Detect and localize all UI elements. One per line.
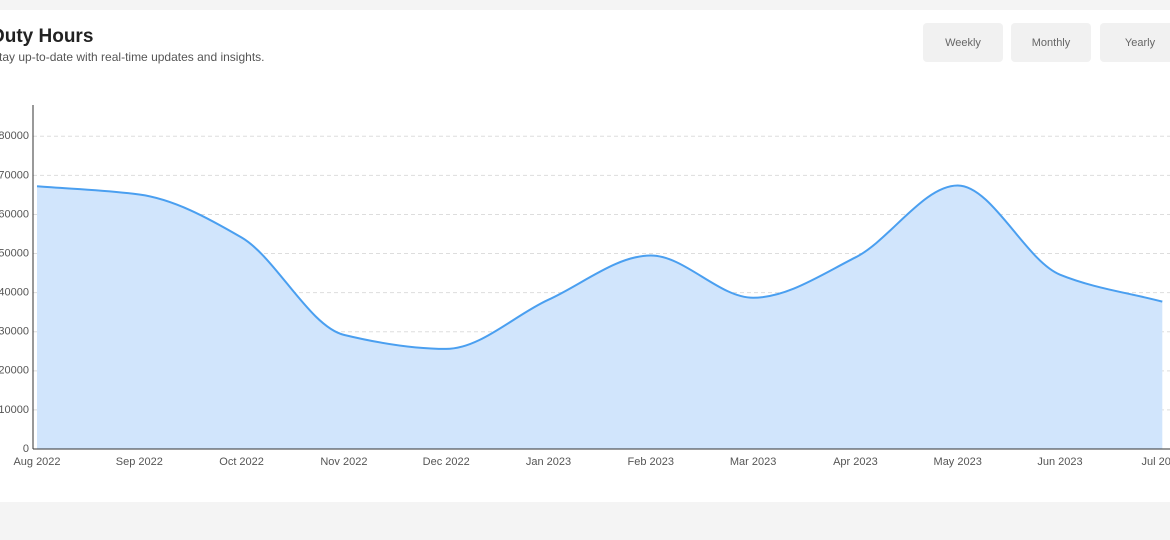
- x-tick-label: Jul 2023: [1142, 456, 1170, 468]
- area-line: [36, 184, 1163, 350]
- x-tick-label: Jan 2023: [526, 456, 571, 468]
- x-tick-label: Feb 2023: [628, 456, 674, 468]
- y-tick-label: 20000: [0, 365, 29, 377]
- chart-subtitle: Stay up-to-date with real-time updates a…: [0, 50, 264, 64]
- area-fill: [37, 185, 1163, 449]
- yearly-button[interactable]: Yearly: [1100, 23, 1170, 62]
- y-tick-label: 10000: [0, 404, 29, 416]
- y-tick-label: 70000: [0, 169, 29, 181]
- chart-title: Duty Hours: [0, 26, 93, 47]
- x-tick-label: Sep 2022: [116, 456, 163, 468]
- y-tick-label: 30000: [0, 326, 29, 338]
- x-tick-label: Nov 2022: [320, 456, 367, 468]
- x-tick-label: Oct 2022: [219, 456, 264, 468]
- monthly-button[interactable]: Monthly: [1011, 23, 1091, 62]
- x-tick-label: Aug 2022: [13, 456, 60, 468]
- y-tick-label: 0: [23, 443, 29, 455]
- y-tick-label: 50000: [0, 247, 29, 259]
- x-tick-label: Dec 2022: [423, 456, 470, 468]
- y-tick-label: 80000: [0, 130, 29, 142]
- x-tick-label: May 2023: [934, 456, 982, 468]
- y-tick-label: 60000: [0, 208, 29, 220]
- x-tick-label: Apr 2023: [833, 456, 878, 468]
- y-tick-label: 40000: [0, 287, 29, 299]
- x-tick-label: Mar 2023: [730, 456, 776, 468]
- x-tick-label: Jun 2023: [1037, 456, 1082, 468]
- weekly-button[interactable]: Weekly: [923, 23, 1003, 62]
